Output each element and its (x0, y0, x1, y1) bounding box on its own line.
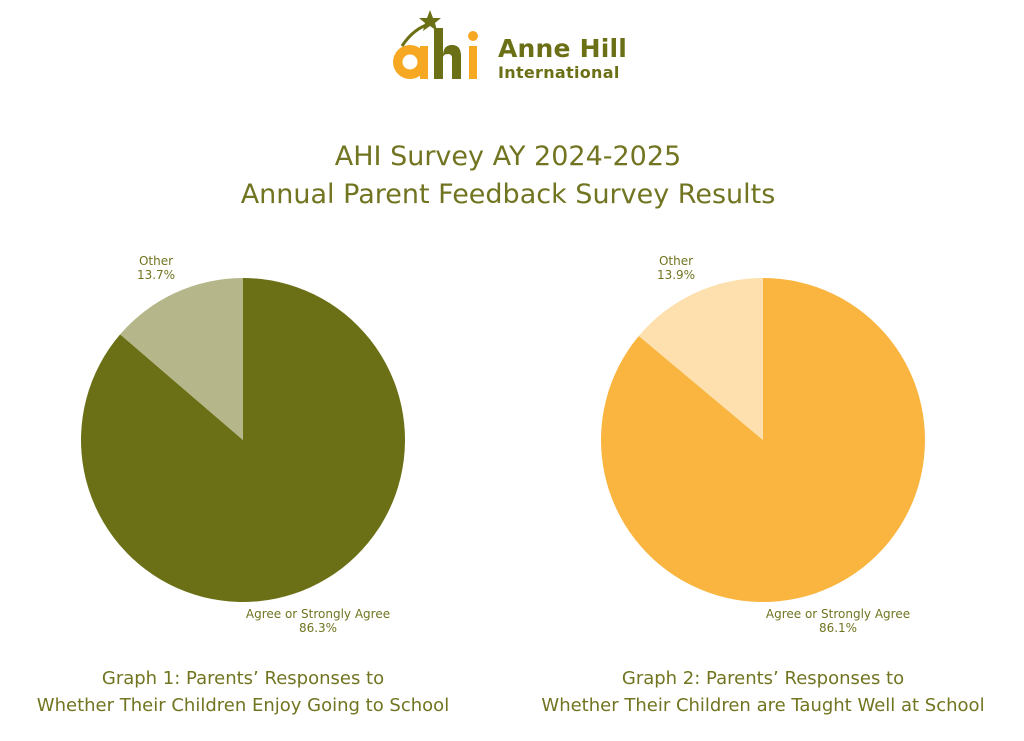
page-title-line1: AHI Survey AY 2024-2025 (334, 141, 682, 172)
logo: Anne Hill International (384, 6, 644, 88)
chart-1-caption-line1: Graph 1: Parents’ Responses to (101, 668, 385, 689)
logo-letter-h-arch (443, 45, 461, 79)
page-title-line2: Annual Parent Feedback Survey Results (240, 179, 776, 210)
logo-name-line2: International (498, 63, 620, 82)
logo-letter-a-stem (420, 46, 428, 79)
slice-value-agree: 86.1% (819, 621, 857, 635)
logo-letter-a-counter (402, 54, 418, 70)
pie-chart-2: Agree or Strongly Agree 86.1% Other 13.9% (528, 240, 998, 660)
slice-value-agree: 86.3% (299, 621, 337, 635)
slice-value-other: 13.7% (137, 268, 175, 282)
chart-1-caption-line2: Whether Their Children Enjoy Going to Sc… (36, 695, 450, 716)
star-icon (419, 10, 441, 31)
pie-slice-agree (80, 278, 405, 602)
pie-chart-1: Agree or Strongly Agree 86.3% Other 13.7% (8, 240, 478, 660)
pie-slice-other (120, 278, 243, 440)
chart-2-caption: Graph 2: Parents’ Responses to Whether T… (528, 665, 998, 719)
logo-mark (393, 10, 478, 79)
logo-letter-i-stem (469, 46, 477, 79)
slice-label-other: Other (659, 254, 693, 268)
chart-2-caption-line2: Whether Their Children are Taught Well a… (541, 695, 985, 716)
page-title: AHI Survey AY 2024-2025 Annual Parent Fe… (0, 138, 1016, 214)
chart-1-caption: Graph 1: Parents’ Responses to Whether T… (8, 665, 478, 719)
logo-letter-h-stem (434, 28, 443, 79)
slice-label-agree: Agree or Strongly Agree (246, 607, 390, 621)
slice-label-other: Other (139, 254, 173, 268)
slice-label-agree: Agree or Strongly Agree (766, 607, 910, 621)
logo-name-line1: Anne Hill (498, 34, 628, 63)
logo-letter-i-dot (468, 31, 478, 41)
chart-2-caption-line1: Graph 2: Parents’ Responses to (621, 668, 905, 689)
slice-value-other: 13.9% (657, 268, 695, 282)
pie-slice-other (638, 278, 763, 440)
